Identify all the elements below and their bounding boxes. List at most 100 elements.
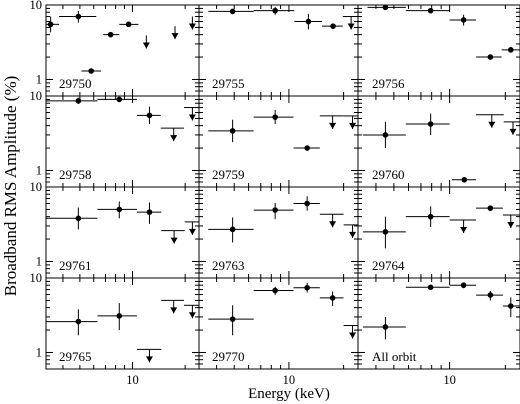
upper-limit-arrowhead (142, 42, 150, 49)
x-tick-label: 10 (283, 373, 296, 387)
data-point (272, 287, 278, 294)
data-point (461, 176, 468, 183)
data-point (116, 206, 123, 213)
data-point (330, 23, 336, 29)
panel-label: 29761 (59, 258, 92, 273)
panel-label: 29763 (212, 258, 245, 273)
panel-29756: 29756 (357, 4, 520, 97)
y-tick-label: 10 (30, 89, 43, 103)
upper-limit-arrowhead (170, 237, 178, 244)
upper-limit-arrowhead (509, 128, 517, 135)
upper-limit-arrowhead (347, 23, 355, 30)
data-point (487, 54, 494, 60)
data-point (304, 200, 310, 207)
panel-label: 29770 (212, 349, 245, 364)
data-point (75, 98, 82, 104)
upper-limit-arrowhead (188, 114, 196, 121)
data-point (146, 209, 153, 215)
data-point (329, 295, 336, 301)
data-point (47, 21, 54, 28)
upper-limit-arrowhead (188, 228, 196, 235)
panel-label: All orbit (372, 349, 417, 364)
data-point (75, 13, 82, 20)
data-point (507, 303, 514, 309)
data-point (427, 213, 434, 220)
data-point (382, 4, 389, 11)
panel-label: 29756 (372, 76, 405, 91)
y-tick-label: 1 (36, 345, 42, 359)
panel-29761: 1 10 29761 (30, 180, 200, 279)
upper-limit-arrowhead (329, 221, 337, 228)
data-point (75, 215, 82, 222)
upper-limit-arrowhead (349, 122, 357, 129)
y-tick-label: 10 (30, 180, 43, 194)
panel-29765: 10 1 10 29765 (30, 271, 200, 387)
panel-label: 29758 (59, 167, 92, 182)
panel-29759: 29759 (198, 95, 359, 188)
panel-label: 29759 (212, 167, 245, 182)
panel-29763: 29763 (198, 186, 359, 279)
data-point (272, 207, 278, 213)
y-tick-label: 10 (30, 271, 43, 285)
panel-label: 29750 (59, 76, 92, 91)
data-point (146, 112, 153, 119)
y-tick-label: 1 (36, 72, 42, 86)
data-point (229, 128, 236, 134)
data-point (272, 7, 278, 14)
data-point (427, 284, 434, 291)
upper-limit-arrowhead (460, 227, 468, 234)
panel-29760: 29760 (357, 95, 520, 188)
data-point (229, 8, 236, 15)
panel-29758: 1 10 29758 (30, 89, 200, 188)
y-tick-label: 1 (36, 254, 42, 268)
data-point (305, 18, 312, 25)
data-point (304, 145, 310, 151)
data-point (107, 31, 114, 38)
data-point (460, 17, 467, 23)
upper-limit-arrowhead (145, 356, 153, 363)
upper-limit-arrowhead (488, 121, 496, 128)
data-point (88, 68, 94, 74)
data-point (116, 313, 123, 319)
upper-limit-arrowhead (507, 222, 515, 229)
panel-29750: 1 10 29750 (30, 0, 200, 97)
data-point (427, 7, 434, 14)
data-point (229, 226, 236, 233)
data-point (460, 282, 467, 289)
upper-limit-arrowhead (349, 332, 357, 339)
y-axis-label: Broadband RMS Amplitude (%) (1, 76, 20, 297)
panel-label: 29764 (372, 258, 405, 273)
panel-grid: 1 10 29750 29755 29756 1 10 29758 29759 29760 1 10 2… (30, 0, 520, 387)
data-point (272, 114, 278, 120)
x-axis-label: Energy (keV) (248, 386, 330, 402)
x-tick-label: 10 (126, 373, 139, 387)
panel-label: 29755 (212, 76, 245, 91)
data-point (382, 324, 389, 330)
data-point (487, 292, 494, 298)
upper-limit-arrowhead (170, 307, 178, 314)
data-point (382, 132, 389, 138)
upper-limit-arrowhead (329, 122, 337, 129)
data-point (229, 316, 236, 322)
data-point (382, 229, 389, 235)
upper-limit-arrowhead (188, 23, 196, 30)
panel-29770: 10 29770 (198, 277, 359, 387)
y-tick-label: 10 (30, 0, 43, 12)
data-point (116, 96, 123, 103)
panel-all-orbit: 10 All orbit (357, 277, 520, 387)
upper-limit-arrowhead (349, 231, 357, 238)
y-tick-label: 1 (36, 163, 42, 177)
upper-limit-arrowhead (171, 33, 179, 40)
upper-limit-arrowhead (170, 135, 178, 142)
data-point (75, 318, 82, 325)
upper-limit-arrowhead (188, 312, 196, 319)
panel-label: 29765 (59, 349, 92, 364)
data-point (487, 205, 494, 211)
data-point (427, 121, 434, 127)
panel-label: 29760 (372, 167, 405, 182)
panel-29764: 29764 (357, 186, 520, 279)
panel-frame (357, 277, 520, 370)
data-point (507, 47, 514, 53)
panel-29755: 29755 (198, 4, 359, 97)
